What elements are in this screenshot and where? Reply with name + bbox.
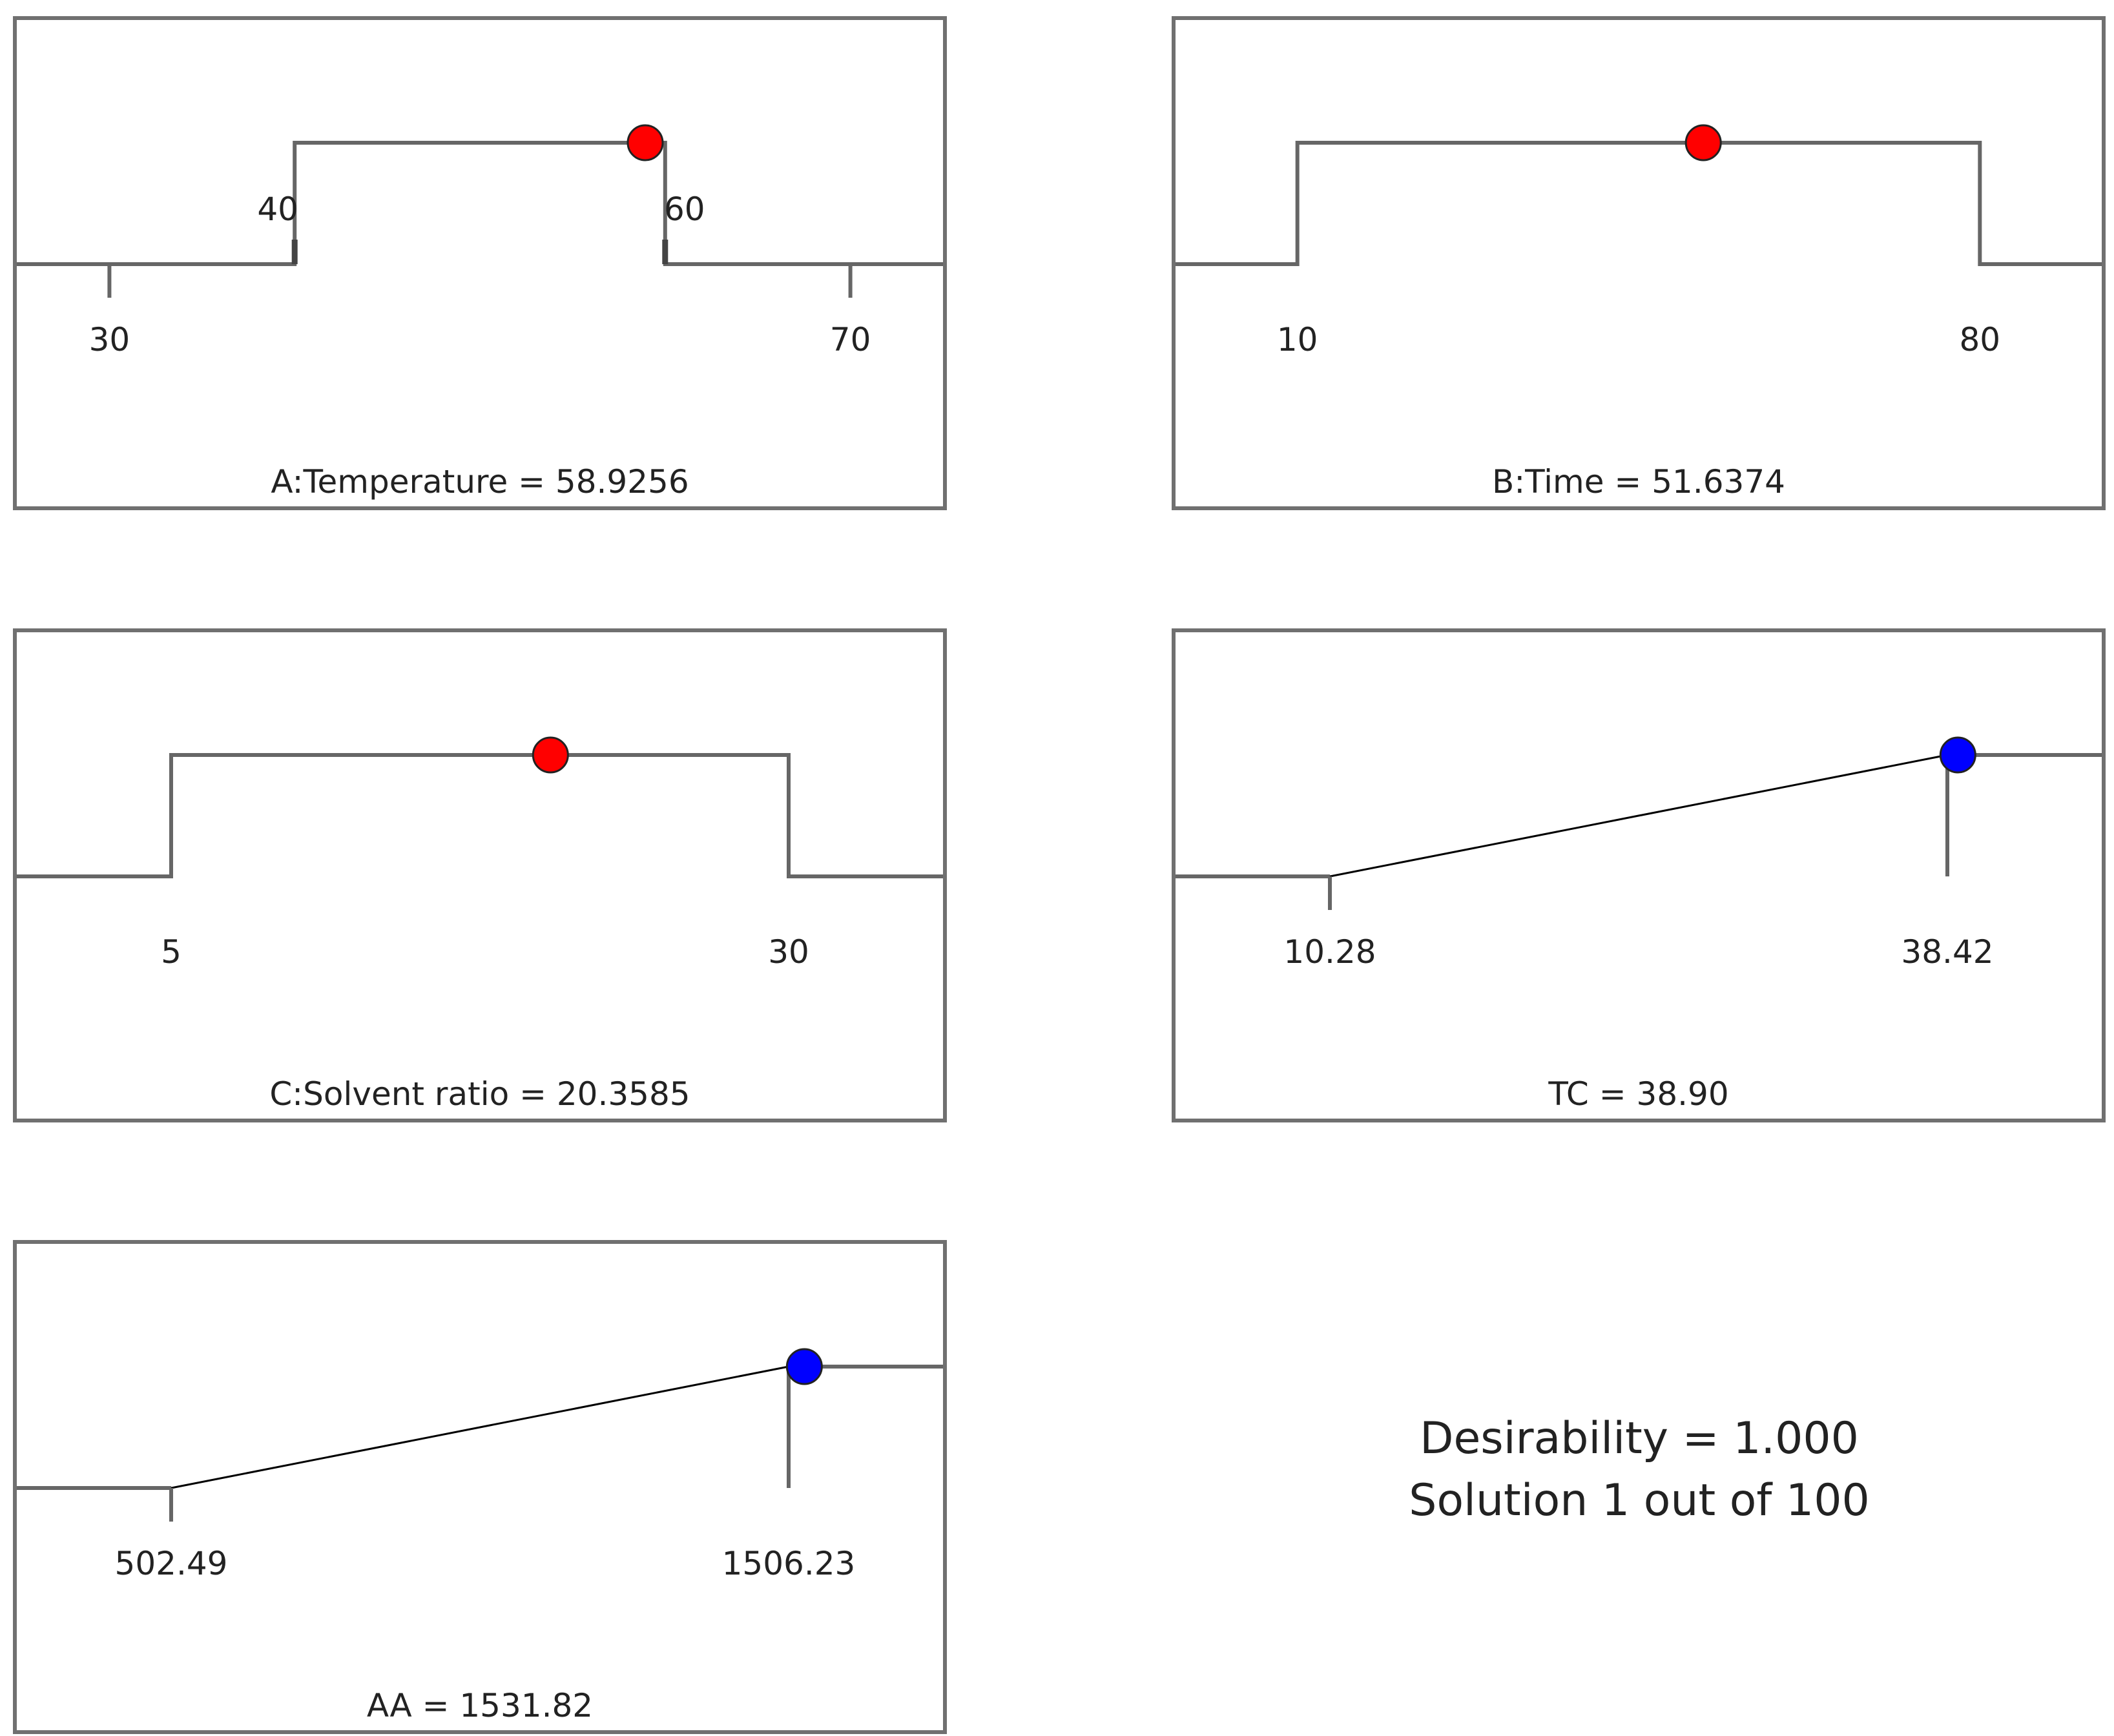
solvent-ratio-ramp-panel: 5 30 C:Solvent ratio = 20.3585 — [13, 628, 947, 1122]
tick-label: 5 — [161, 933, 181, 971]
desirability-step-line — [1176, 141, 2102, 266]
aa-ramp-panel: 502.49 1506.23 AA = 1531.82 — [13, 1240, 947, 1734]
panel-title: AA = 1531.82 — [366, 1687, 594, 1724]
tick-label: 30 — [88, 321, 130, 358]
ramp-plot — [17, 124, 943, 298]
tick-label: 38.42 — [1901, 933, 1994, 971]
current-value-marker — [532, 736, 569, 774]
tick-label: 1506.23 — [721, 1545, 856, 1582]
panel-title: TC = 38.90 — [1548, 1075, 1729, 1113]
tick-label: 30 — [768, 933, 809, 971]
ramp-plot — [1176, 736, 2102, 910]
tc-ramp-panel: 10.28 38.42 TC = 38.90 — [1172, 628, 2106, 1122]
panel-title: B:Time = 51.6374 — [1492, 463, 1785, 501]
desirability-summary: Desirability = 1.000 Solution 1 out of 1… — [1227, 1408, 2051, 1532]
desirability-step-line — [17, 141, 943, 266]
current-value-marker — [1939, 736, 1976, 774]
desirability-ramp-line — [1329, 754, 1948, 878]
current-value-marker — [785, 1348, 823, 1385]
tick-label: 10 — [1276, 321, 1318, 358]
tick-label: 10.28 — [1283, 933, 1376, 971]
current-value-marker — [627, 124, 664, 161]
desirability-text: Desirability = 1.000 — [1420, 1413, 1859, 1464]
temperature-ramp-panel: 30 40 60 70 A:Temperature = 58.9256 — [13, 16, 947, 510]
panel-title: A:Temperature = 58.9256 — [271, 463, 689, 501]
tick-label: 60 — [663, 191, 705, 228]
solution-text: Solution 1 out of 100 — [1409, 1475, 1870, 1526]
tick-label: 70 — [829, 321, 871, 358]
tick-label: 502.49 — [114, 1545, 228, 1582]
ramp-plot — [17, 1348, 943, 1522]
time-ramp-panel: 10 80 B:Time = 51.6374 — [1172, 16, 2106, 510]
tick-label: 80 — [1959, 321, 2001, 358]
panel-title: C:Solvent ratio = 20.3585 — [269, 1075, 690, 1113]
desirability-ramp-line — [171, 1365, 789, 1489]
ramp-plot — [1176, 124, 2102, 266]
desirability-step-line — [17, 753, 943, 878]
tick-label: 40 — [257, 191, 298, 228]
current-value-marker — [1684, 124, 1722, 161]
ramp-plot — [17, 736, 943, 878]
